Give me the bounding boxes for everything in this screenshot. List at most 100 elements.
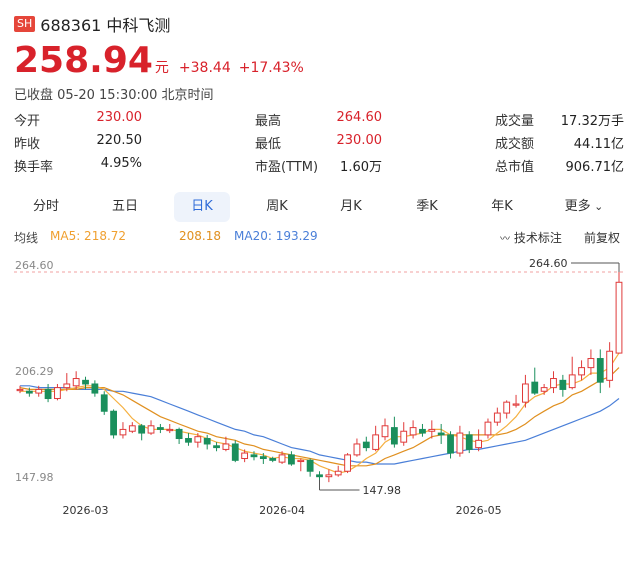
candle-down	[316, 474, 323, 478]
indicator-icon: 〰	[500, 234, 510, 245]
candle-down	[465, 434, 473, 450]
candle-up	[128, 425, 136, 432]
candle-down	[25, 390, 33, 394]
tab-five-day[interactable]: 五日	[101, 192, 149, 222]
tab-label: 周K	[266, 199, 288, 214]
tab-yearly-k[interactable]: 年K	[478, 192, 526, 222]
candle-up	[334, 470, 342, 476]
tab-more[interactable]: 更多 ⌄	[560, 192, 608, 222]
stat-label: 成交量	[495, 114, 535, 129]
stat-value: 44.11亿	[573, 137, 624, 152]
candle-up	[606, 350, 614, 381]
candle-up	[400, 430, 408, 443]
candle-up	[372, 434, 380, 450]
candle-down	[175, 428, 183, 440]
candle-up	[241, 452, 249, 460]
stat-cell: 成交额 44.11亿	[495, 133, 624, 153]
ma20-line	[20, 385, 620, 465]
candle-up	[166, 428, 174, 432]
stock-code-name: 688361 中科飞测	[40, 16, 171, 35]
stat-label: 昨收	[14, 137, 41, 152]
tab-quarterly-k[interactable]: 季K	[403, 192, 451, 222]
stat-cell: 总市值 906.71亿	[495, 156, 624, 176]
candle-up	[475, 439, 483, 449]
stat-label: 最低	[255, 137, 282, 152]
candle-up	[147, 425, 155, 434]
candle-down	[213, 445, 220, 449]
stat-label: 换手率	[14, 160, 54, 175]
candle-up	[35, 388, 43, 394]
x-tick-label: 2026-03	[63, 504, 109, 517]
candle-down	[531, 381, 539, 394]
indicator-button[interactable]: 〰 技术标注	[500, 229, 562, 246]
candle-up	[615, 281, 623, 354]
candle-up	[297, 459, 305, 463]
candle-down	[203, 438, 211, 445]
candle-up	[587, 358, 595, 369]
candle-up	[63, 383, 71, 389]
kline-chart[interactable]: 264.60 206.29 147.98 264.60 147.98 2026-03 202…	[0, 250, 638, 530]
stat-value: 1.60万	[340, 160, 382, 175]
stat-value: 906.71亿	[565, 160, 625, 175]
candle-down	[100, 394, 108, 412]
candle-down	[419, 428, 426, 434]
candle-up	[72, 378, 80, 387]
candle-up	[428, 428, 436, 432]
ma10-line	[19, 367, 620, 467]
x-tick-label: 2026-05	[456, 504, 502, 517]
tab-label: 日K	[191, 199, 213, 214]
stat-cell: 成交量 17.32万手	[495, 110, 624, 130]
tab-label: 年K	[491, 199, 513, 214]
current-price: 258.94	[14, 40, 153, 81]
candle-down	[596, 358, 604, 383]
candle-down	[559, 379, 567, 390]
candle-up	[522, 383, 529, 403]
candle-down	[437, 432, 445, 436]
candle-down	[82, 379, 89, 385]
market-badge: SH	[14, 16, 36, 32]
price-unit: 元	[154, 60, 169, 76]
tab-monthly-k[interactable]: 月K	[327, 192, 375, 222]
low-marker-label: 147.98	[363, 484, 402, 497]
stat-value: 230.00	[336, 133, 383, 148]
stat-cell: 今开 230.00	[14, 110, 142, 130]
tab-weekly-k[interactable]: 周K	[253, 192, 301, 222]
stat-value: 264.60	[336, 110, 383, 125]
candle-up	[493, 412, 501, 423]
candle-down	[156, 427, 164, 430]
price-change-pct: +17.43%	[238, 60, 304, 76]
candle-down	[447, 434, 454, 454]
stat-value: 220.50	[96, 133, 143, 148]
stat-value: 17.32万手	[560, 114, 624, 129]
stat-cell: 最高 264.60	[255, 110, 382, 130]
candle-down	[250, 454, 258, 458]
price-row: 258.94 元 +38.44 +17.43%	[14, 40, 312, 81]
ma20-value: MA20: 193.29	[234, 229, 318, 243]
x-tick-label: 2026-04	[259, 504, 305, 517]
tab-label: 五日	[111, 199, 138, 214]
price-change: +38.44	[178, 60, 231, 76]
candle-down	[44, 388, 52, 400]
stat-cell: 昨收 220.50	[14, 133, 142, 153]
candle-up	[409, 427, 417, 436]
tab-daily-k[interactable]: 日K	[174, 192, 230, 222]
ma10-value: 208.18	[179, 229, 221, 243]
candle-down	[288, 454, 295, 465]
chevron-down-icon: ⌄	[590, 200, 604, 213]
ma-legend: 均线 MA5: 218.72 208.18 MA20: 193.29 〰 技术标…	[14, 229, 626, 247]
candle-up	[222, 443, 230, 450]
tab-intraday[interactable]: 分时	[22, 192, 70, 222]
adjust-button[interactable]: 前复权	[584, 231, 621, 245]
y-tick-label: 147.98	[15, 471, 54, 484]
candle-up	[194, 436, 202, 443]
candle-down	[390, 427, 398, 445]
candle-down	[259, 456, 267, 460]
y-tick-label: 264.60	[15, 259, 54, 272]
stat-label: 今开	[14, 114, 41, 129]
candle-up	[325, 474, 333, 478]
period-tabs: 分时 五日 日K 周K 月K 季K 年K 更多 ⌄	[0, 192, 638, 222]
candle-up	[550, 378, 557, 389]
candle-up	[568, 374, 576, 389]
stat-label: 成交额	[495, 137, 535, 152]
market-status: 已收盘 05-20 15:30:00 北京时间	[14, 88, 214, 103]
